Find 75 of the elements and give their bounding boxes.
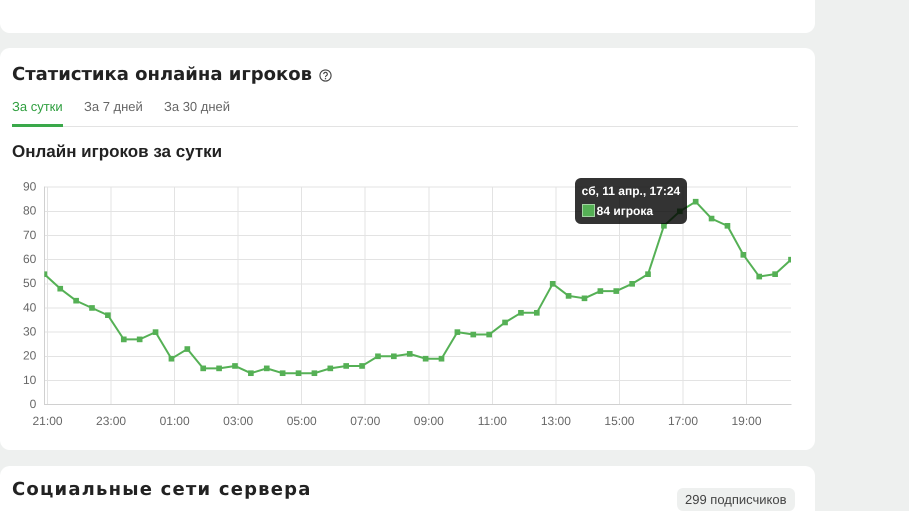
- point: [406, 351, 413, 357]
- x-tick-label: 23:00: [96, 414, 126, 428]
- point: [152, 329, 158, 335]
- point: [772, 271, 778, 277]
- point: [73, 298, 79, 304]
- y-tick-label: 20: [22, 348, 37, 363]
- point: [89, 305, 95, 311]
- point: [438, 356, 444, 362]
- point: [168, 356, 174, 362]
- point: [518, 310, 524, 316]
- x-tick-label: 09:00: [414, 414, 444, 428]
- point: [422, 356, 428, 362]
- y-tick-label: 90: [22, 180, 37, 194]
- x-tick-label: 07:00: [350, 414, 381, 428]
- point: [724, 223, 730, 229]
- text: За 30 дней: [164, 99, 230, 115]
- x-tick-label: 17:00: [668, 414, 698, 428]
- point: [391, 353, 397, 360]
- y-tick-label: 30: [22, 324, 37, 338]
- point: [359, 363, 365, 369]
- text: За сутки: [12, 99, 63, 115]
- point: [454, 329, 460, 335]
- text: За 7 дней: [84, 99, 143, 115]
- x-tick-label: 21:00: [32, 414, 63, 428]
- point: [327, 366, 334, 372]
- point: [200, 366, 206, 372]
- x-tick-label: 03:00: [223, 414, 254, 428]
- chart-title: Статистика онлайна игроков: [12, 64, 312, 85]
- point: [105, 312, 111, 318]
- x-tick-label: 05:00: [286, 414, 318, 428]
- point: [613, 288, 620, 294]
- y-tick-label: 0: [30, 396, 37, 411]
- point: [280, 370, 286, 376]
- annotation: сб, 11 апр., 17:24: [582, 184, 680, 198]
- point: [248, 370, 254, 376]
- point: [232, 363, 238, 369]
- point: [502, 320, 508, 326]
- point: [566, 293, 572, 299]
- y-tick-label: 40: [22, 300, 37, 314]
- x-tick-label: 15:00: [604, 414, 635, 428]
- text: 299 подписчиков: [677, 488, 795, 511]
- y-tick-label: 60: [22, 252, 37, 266]
- point: [296, 370, 302, 376]
- point: [534, 310, 540, 316]
- point: [57, 286, 64, 292]
- x-tick-label: 19:00: [732, 414, 762, 428]
- point: [708, 216, 714, 222]
- point: [645, 271, 651, 277]
- point: [136, 336, 142, 342]
- y-tick-label: 70: [22, 228, 37, 242]
- text: Социальные сети сервера: [12, 479, 312, 500]
- point: [312, 370, 318, 376]
- point: [264, 366, 270, 372]
- point: [756, 274, 762, 280]
- y-tick-label: 10: [22, 372, 37, 387]
- y-tick-label: 80: [22, 204, 37, 218]
- y-tick-label: 50: [22, 276, 37, 290]
- point: [550, 280, 556, 287]
- x-tick-label: 13:00: [540, 414, 572, 428]
- point: [740, 252, 746, 258]
- x-tick-label: 01:00: [160, 414, 190, 428]
- point: [598, 288, 604, 294]
- chart-subtitle: Онлайн игроков за сутки: [12, 142, 222, 161]
- point: [216, 366, 222, 372]
- point: [692, 198, 699, 205]
- point: [184, 346, 190, 352]
- point: [470, 332, 476, 338]
- point: [486, 332, 492, 338]
- point: [629, 280, 635, 287]
- annotation: 84 игрока: [596, 204, 654, 218]
- point: [343, 363, 350, 369]
- point: [375, 353, 381, 360]
- x-tick-label: 11:00: [478, 414, 508, 428]
- point: [120, 336, 127, 342]
- point: [582, 295, 588, 302]
